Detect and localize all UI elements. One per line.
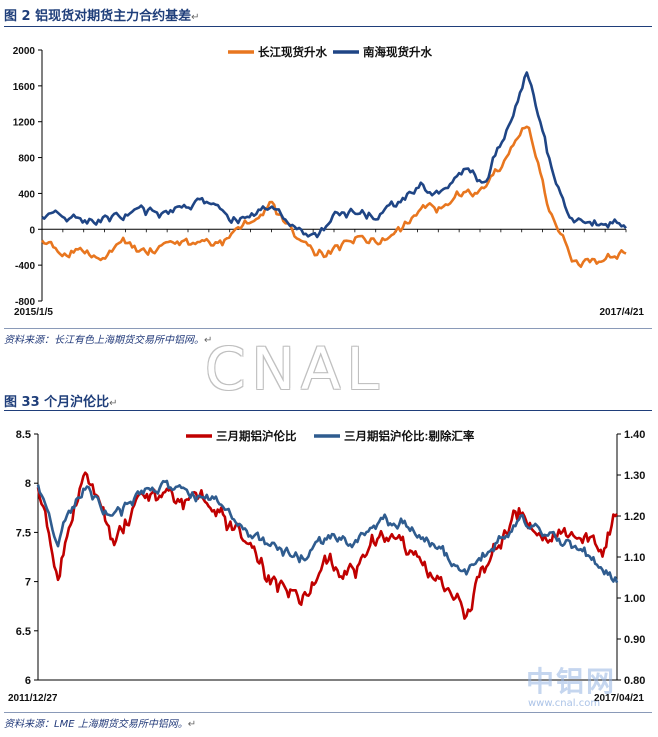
x-tick-label-end: 2017/04/21 — [594, 693, 644, 704]
chart2-ratio: 6 6.5 7 7.5 8 8.5 0.80 0.90 1.00 1.10 1.20 1.30 1.40… — [8, 429, 645, 704]
x-tick-label-end: 2017/4/21 — [600, 307, 645, 318]
y2-tick-label: 1.10 — [624, 552, 645, 564]
y-tick-label: 0 — [29, 225, 35, 236]
y-tick-label: -400 — [15, 261, 35, 272]
x-tick-label-start: 2011/12/27 — [8, 693, 58, 704]
y2-tick-label: 1.40 — [624, 429, 645, 441]
y2-tick-label: 0.90 — [624, 634, 645, 646]
y2-tick-label: 1.20 — [624, 511, 645, 523]
chart2-source-rule — [4, 712, 652, 713]
y-tick-label: 7.5 — [16, 527, 31, 539]
chart1-basis: -800 -400 0 400 800 1200 1600 2000 2015/1/5 2017/… — [13, 45, 645, 318]
cnal-watermark: CNAL — [205, 335, 385, 403]
chart2-title: 图 33 个月沪伦比↵ — [4, 395, 118, 410]
y-tick-label: 6 — [25, 675, 31, 687]
chart1-source-rule — [4, 328, 652, 329]
y-tick-label: 7 — [25, 577, 31, 589]
chart2-title-rule — [4, 410, 652, 411]
y-tick-label: -800 — [15, 297, 35, 308]
legend-label-1: 长江现货升水 — [258, 45, 327, 59]
series-line-2 — [36, 479, 619, 584]
legend-label-2: 三月期铝沪伦比:剔除汇率 — [344, 429, 475, 443]
y2-tick-label: 1.30 — [624, 470, 645, 482]
y-tick-label: 1600 — [13, 82, 36, 93]
chart2-source: 资料来源：LME 上海期货交易所中铝网。↵ — [4, 719, 197, 730]
series-line-2 — [41, 71, 627, 239]
y-tick-label: 800 — [18, 154, 35, 165]
y-tick-label: 1200 — [13, 118, 36, 129]
y2-tick-label: 1.00 — [624, 593, 645, 605]
legend-label-2: 南海现货升水 — [363, 45, 432, 59]
y2-tick-label: 0.80 — [624, 675, 645, 687]
chart1-title-rule — [4, 26, 652, 27]
cnal-cn-watermark: 中铝网 — [526, 665, 617, 698]
y-tick-label: 8.5 — [16, 429, 31, 441]
cnal-url-watermark: www.cnal.com — [528, 698, 601, 709]
x-tick-label-start: 2015/1/5 — [14, 307, 53, 318]
chart1-source: 资料来源：长江有色上海期货交易所中铝网。↵ — [4, 335, 213, 346]
y-tick-label: 8 — [25, 478, 31, 490]
series-line-1 — [40, 125, 627, 268]
chart1-title: 图 2 铝现货对期货主力合约基差↵ — [4, 9, 200, 24]
y-tick-label: 400 — [18, 189, 35, 200]
y-tick-label: 6.5 — [16, 626, 31, 638]
legend-label-1: 三月期铝沪伦比 — [216, 429, 297, 443]
series-line-1 — [36, 471, 618, 620]
y-tick-label: 2000 — [13, 46, 36, 57]
